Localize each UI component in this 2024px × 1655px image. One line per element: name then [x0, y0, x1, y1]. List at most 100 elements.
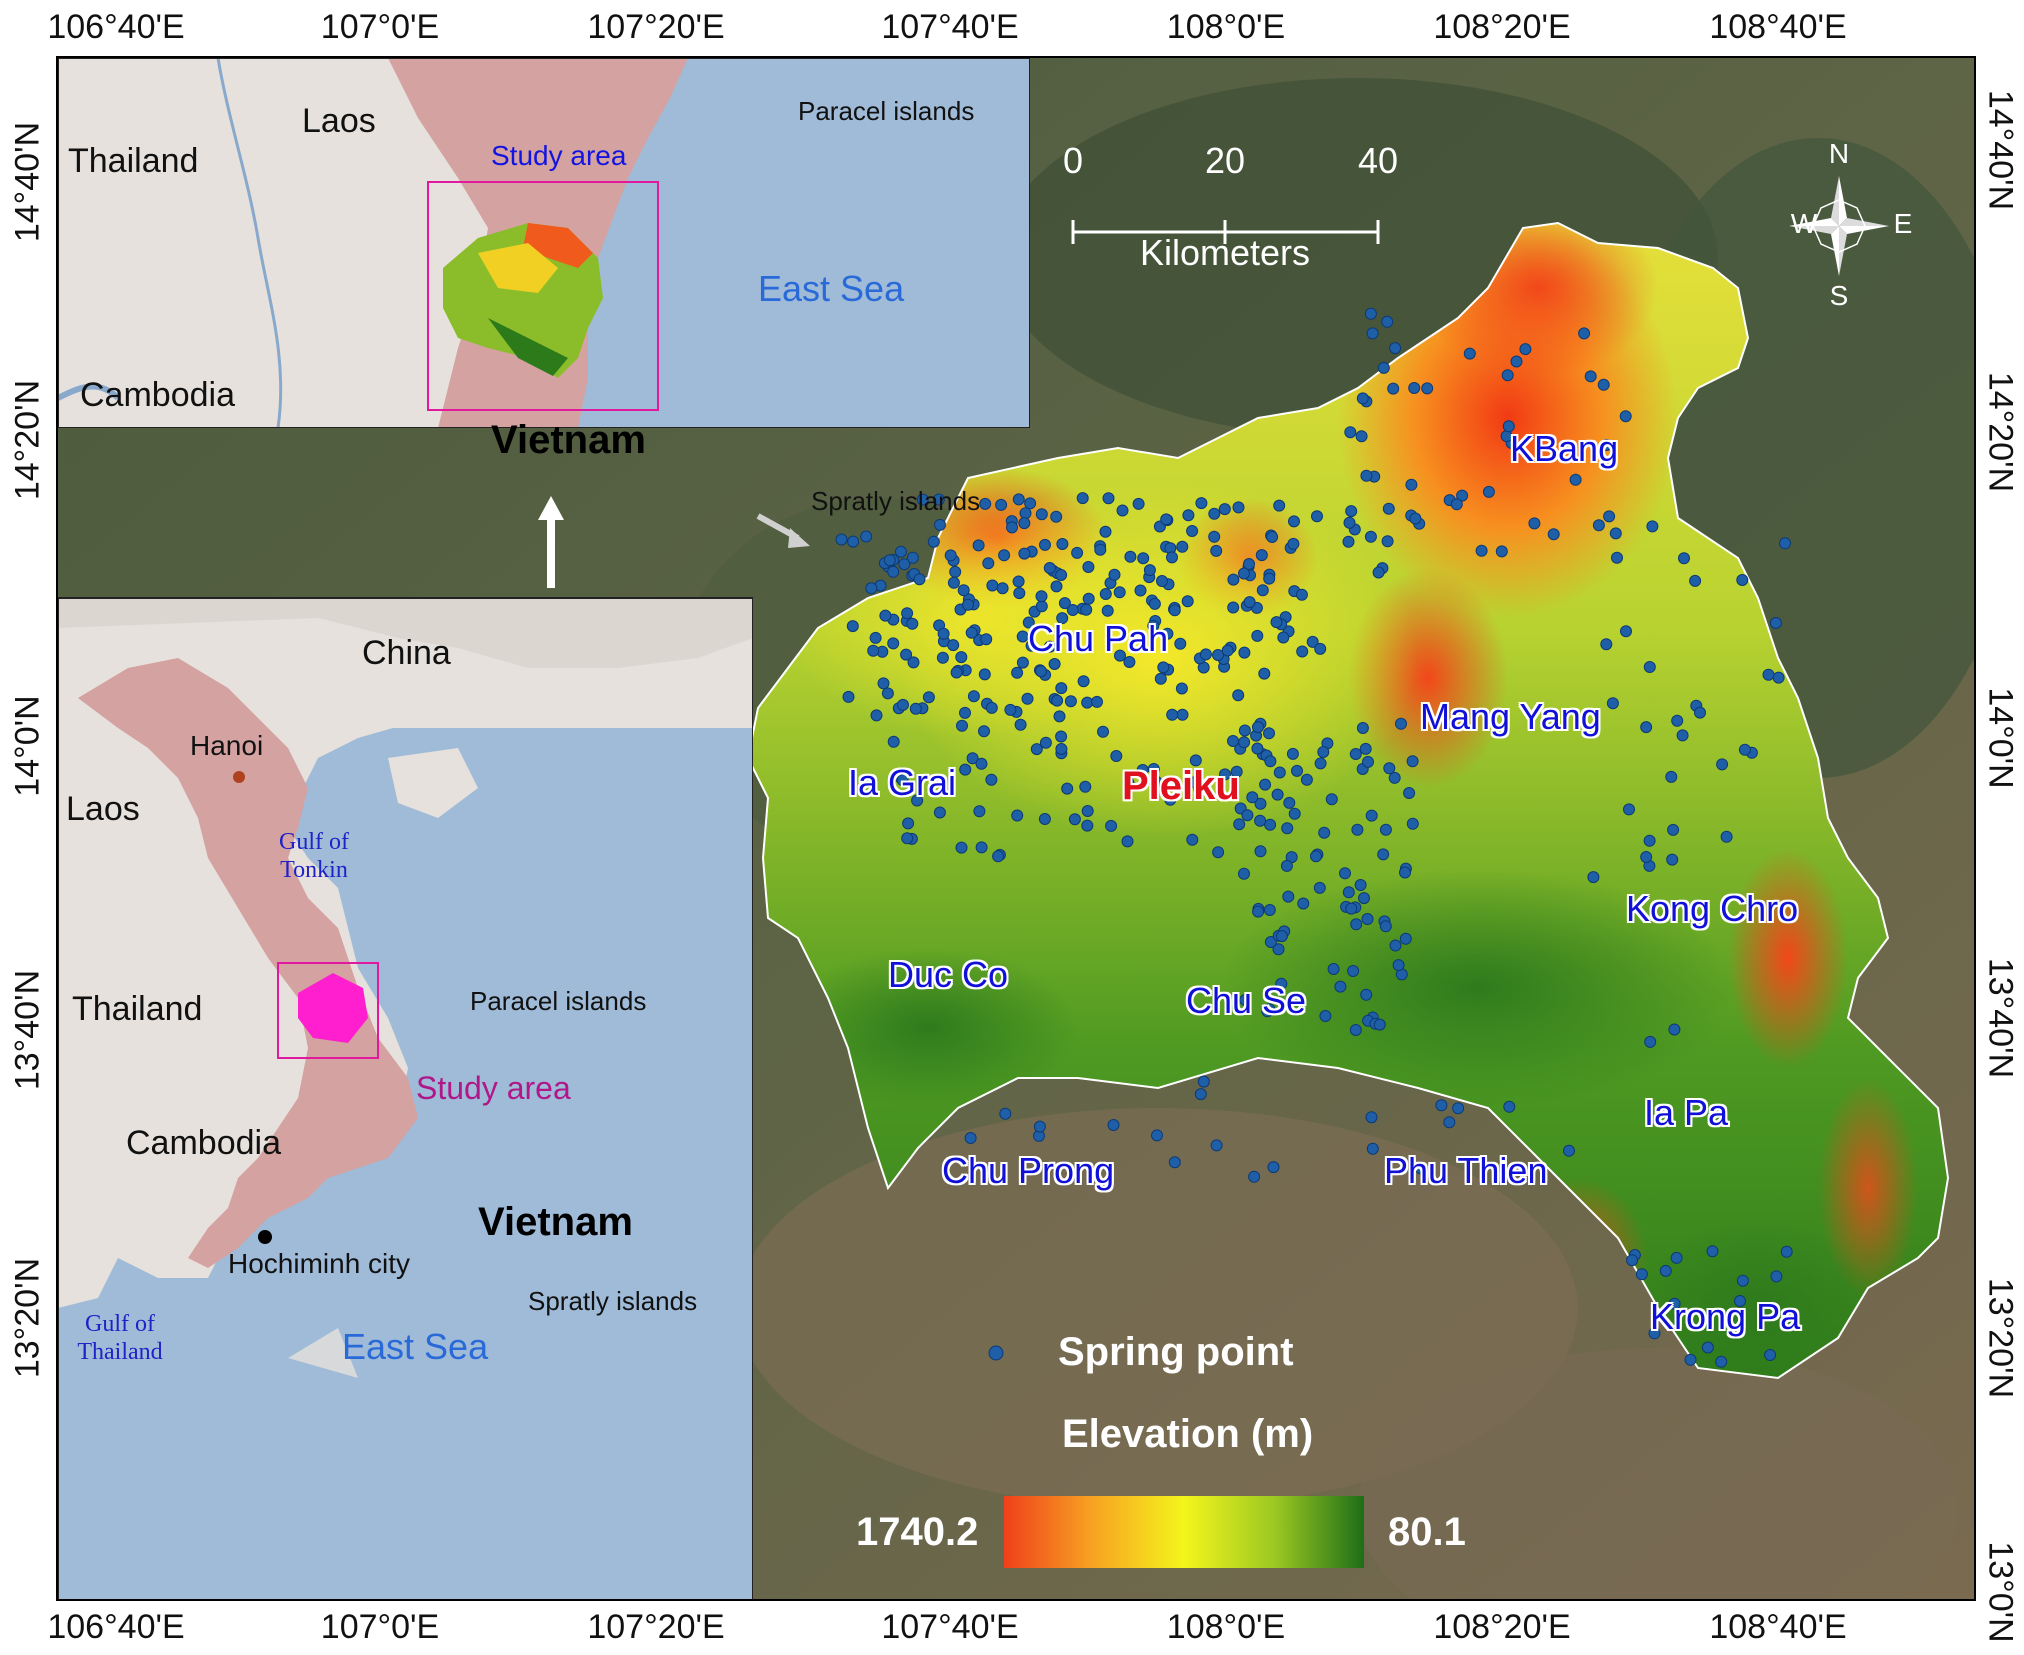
scale-unit-label: Kilometers	[1139, 232, 1311, 273]
spring-point	[1389, 939, 1402, 952]
spring-point	[1359, 742, 1372, 755]
top-lon-tick: 107°40'E	[881, 8, 1019, 46]
spring-point-legend-symbol	[988, 1345, 1004, 1361]
spring-point	[1212, 649, 1224, 661]
spring-point	[1068, 813, 1081, 826]
spring-point	[964, 1132, 977, 1144]
spring-point	[1227, 735, 1239, 747]
spring-point	[842, 690, 855, 703]
spring-point	[906, 617, 919, 630]
spring-point	[1364, 307, 1377, 320]
scale-tick-label: 40	[1357, 140, 1399, 181]
spring-point	[865, 582, 878, 595]
spring-point	[1349, 1024, 1362, 1036]
spring-point	[1254, 814, 1267, 827]
spring-point	[1264, 818, 1277, 831]
spring-point	[879, 609, 892, 622]
spring-point	[1267, 1161, 1280, 1174]
bottom-lon-tick: 108°20'E	[1433, 1608, 1571, 1646]
spring-point	[1051, 694, 1064, 707]
spring-point	[1035, 600, 1048, 613]
right-lat-tick: 13°20'N	[1981, 1277, 2020, 1399]
spring-point	[1306, 635, 1319, 648]
gulf-label: Gulf of Tonkin	[279, 829, 349, 883]
spring-point	[1482, 485, 1495, 498]
elevation-max-label: 1740.2	[856, 1510, 979, 1554]
spring-point	[1339, 867, 1351, 880]
spring-point	[1635, 1268, 1648, 1281]
bottom-lon-tick: 107°0'E	[320, 1608, 440, 1646]
spring-point	[1124, 550, 1137, 563]
spring-point	[986, 579, 999, 592]
spring-point	[1221, 644, 1234, 657]
islands-label: Spratly islands	[811, 486, 981, 516]
spring-point	[1263, 904, 1276, 916]
spring-point	[1405, 478, 1418, 491]
spring-point	[1764, 1349, 1777, 1361]
hanoi-marker	[233, 771, 245, 783]
spring-point	[1219, 768, 1231, 781]
spring-point	[1762, 668, 1775, 681]
spring-point	[1273, 766, 1286, 779]
spring-point	[1053, 710, 1066, 723]
spring-point	[947, 639, 960, 652]
inset-regional-map	[58, 58, 1030, 428]
spring-point	[847, 535, 860, 548]
spring-point	[1181, 595, 1194, 608]
spring-point	[1606, 697, 1619, 710]
top-lon-tick: 107°20'E	[587, 8, 725, 46]
right-lat-tick: 14°0'N	[1981, 687, 2020, 789]
spring-point	[1246, 791, 1259, 804]
spring-point	[1648, 1327, 1661, 1340]
spring-point	[1050, 510, 1063, 523]
spring-point	[1283, 796, 1296, 809]
district-label: Phu Thien	[1384, 1150, 1548, 1191]
spring-point	[1406, 817, 1419, 830]
spring-point	[1186, 525, 1199, 537]
spring-point	[1099, 588, 1112, 600]
spring-point	[1365, 809, 1378, 822]
spring-point	[895, 545, 907, 558]
country-label: Laos	[66, 790, 140, 828]
sea-label: East Sea	[342, 1326, 489, 1367]
spring-point	[1043, 640, 1056, 653]
spring-point	[1076, 492, 1089, 505]
islands-label: Paracel islands	[798, 96, 975, 126]
spring-point	[1351, 823, 1364, 836]
spring-point	[1313, 881, 1326, 894]
district-label: KBang	[1510, 428, 1619, 469]
spring-point	[1039, 538, 1051, 551]
gulf-label: Gulf of Thailand	[77, 1311, 163, 1365]
spring-point	[1080, 603, 1093, 616]
spring-point	[1780, 1245, 1793, 1258]
spring-point	[1356, 392, 1369, 405]
spring-point	[1160, 513, 1173, 526]
spring-point	[966, 752, 979, 765]
spring-point	[922, 691, 935, 704]
spring-point	[1275, 977, 1288, 990]
spring-point	[1259, 778, 1272, 791]
spring-point	[1176, 540, 1189, 553]
top-lon-tick: 108°20'E	[1433, 8, 1571, 46]
district-label: Chu Prong	[942, 1150, 1115, 1191]
spring-point	[1770, 1270, 1783, 1283]
spring-point	[1194, 1088, 1207, 1101]
bottom-lon-tick: 107°20'E	[587, 1608, 725, 1646]
vietnam-label: Vietnam	[478, 1200, 633, 1244]
spring-point	[1263, 727, 1275, 740]
spring-point	[1147, 763, 1160, 775]
spring-point	[996, 582, 1009, 595]
spring-point	[982, 557, 995, 570]
spring-point	[1603, 510, 1616, 523]
spring-point	[1238, 867, 1250, 880]
spring-point	[1715, 1355, 1728, 1368]
spring-point	[1342, 886, 1355, 899]
spring-point	[1248, 1170, 1261, 1183]
spring-point	[1255, 549, 1268, 562]
spring-point	[1354, 879, 1367, 891]
spring-point	[1295, 588, 1308, 601]
spring-point	[1013, 587, 1026, 600]
spring-point	[870, 709, 883, 722]
spring-point	[1164, 793, 1177, 806]
spring-point	[1399, 932, 1412, 945]
